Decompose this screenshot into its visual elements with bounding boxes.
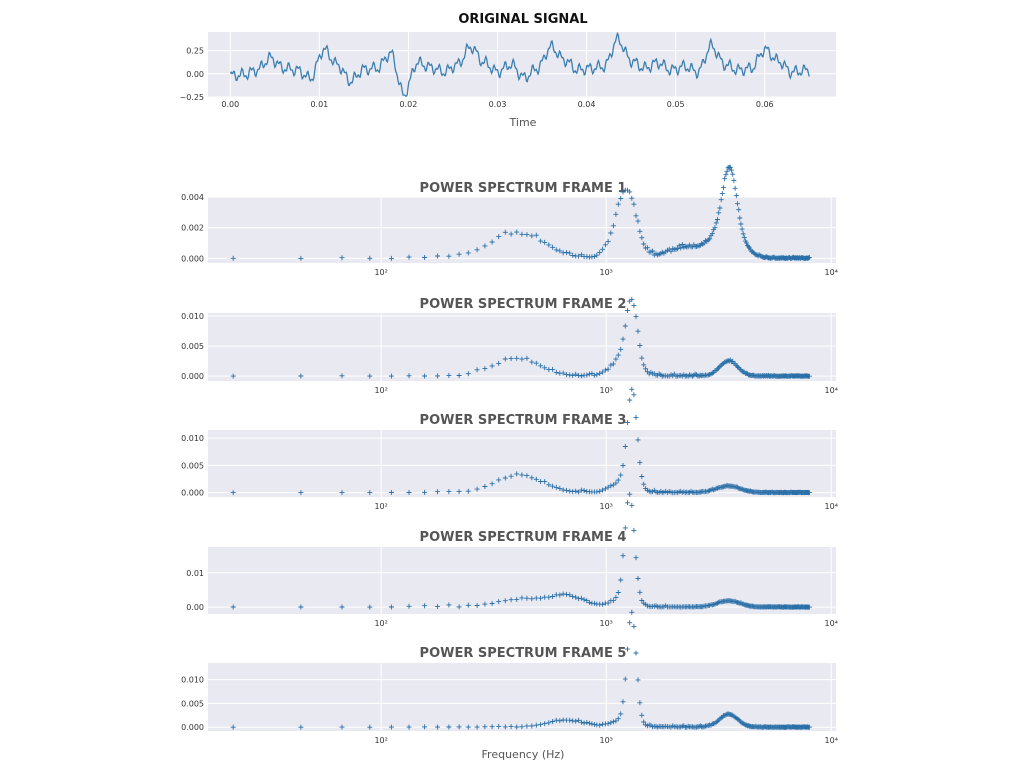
spectrum-5-ytick-label: 0.000 [181, 723, 204, 732]
signal-panel-background [208, 32, 836, 97]
signal-ytick-label: 0.00 [186, 70, 204, 79]
frequency-xlabel: Frequency (Hz) [482, 748, 565, 761]
spectrum-1-title: POWER SPECTRUM FRAME 1 [420, 181, 627, 196]
signal-xtick-label: 0.06 [756, 100, 774, 109]
spectrum-2-panel: 10² 10³ 10⁴ 0.000 0.005 0.010 [181, 296, 838, 395]
spectrum-3-panel: 10² 10³ 10⁴ 0.000 0.005 0.010 [181, 386, 838, 511]
spectrum-5-xtick-label: 10³ [600, 736, 613, 745]
spectrum-1-ytick-label: 0.004 [181, 193, 204, 202]
spectrum-2-markers [230, 296, 812, 379]
signal-xtick-label: 0.03 [489, 100, 507, 109]
signal-xlabel: Time [509, 116, 537, 129]
spectrum-3-xtick-label: 10³ [600, 502, 613, 511]
spectrum-5-ytick-label: 0.010 [181, 676, 204, 685]
spectrum-2-ytick-label: 0.000 [181, 372, 204, 381]
spectrum-2-ytick-label: 0.005 [181, 342, 204, 351]
spectrum-2-panel-background [208, 313, 836, 381]
spectrum-4-ytick-label: 0.00 [186, 603, 204, 612]
spectrum-4-xtick-label: 10³ [600, 619, 613, 628]
signal-ytick-label: −0.25 [179, 93, 204, 102]
spectrum-5-xtick-label: 10² [374, 736, 387, 745]
spectrum-2-xtick-label: 10³ [600, 386, 613, 395]
spectrum-2-xtick-label: 10⁴ [825, 386, 838, 395]
spectrum-5-title: POWER SPECTRUM FRAME 5 [420, 646, 627, 661]
spectrum-1-markers [230, 164, 812, 261]
spectrum-4-markers [230, 491, 812, 610]
spectrum-1-xtick-label: 10³ [600, 268, 613, 277]
spectrum-4-xtick-label: 10⁴ [825, 619, 838, 628]
spectrum-5-ytick-label: 0.005 [181, 699, 204, 708]
spectrum-3-xtick-label: 10⁴ [825, 502, 838, 511]
spectrum-4-ytick-label: 0.01 [186, 569, 204, 578]
spectrum-5-panel: 10² 10³ 10⁴ 0.000 0.005 0.010 [181, 609, 838, 745]
signal-line [229, 31, 810, 97]
spectrum-3-markers [230, 386, 812, 496]
spectrum-2-xtick-label: 10² [374, 386, 387, 395]
spectrum-1-panel: 10² 10³ 10⁴ 0.000 0.002 0.004 [181, 164, 838, 277]
signal-xtick-label: 0.02 [400, 100, 418, 109]
spectrum-4-xtick-label: 10² [374, 619, 387, 628]
signal-xtick-label: 0.01 [310, 100, 328, 109]
signal-xtick-label: 0.05 [667, 100, 685, 109]
spectrum-1-ytick-label: 0.002 [181, 224, 204, 233]
spectrum-1-panel-background [208, 197, 836, 263]
spectrum-2-title: POWER SPECTRUM FRAME 2 [420, 297, 627, 312]
spectrum-5-panel-background [208, 663, 836, 731]
spectrum-3-ytick-label: 0.005 [181, 461, 204, 470]
signal-panel: 0.00 0.01 0.02 0.03 0.04 0.05 0.06 −0.25 0.00 0.2… [179, 31, 836, 109]
signal-xtick-label: 0.04 [578, 100, 596, 109]
spectrum-3-title: POWER SPECTRUM FRAME 3 [420, 413, 627, 428]
spectrum-3-ytick-label: 0.010 [181, 434, 204, 443]
spectrum-1-xtick-label: 10⁴ [825, 268, 838, 277]
spectrum-4-panel: 10² 10³ 10⁴ 0.00 0.01 [186, 491, 838, 628]
spectrum-2-ytick-label: 0.010 [181, 312, 204, 321]
spectrum-4-title: POWER SPECTRUM FRAME 4 [420, 530, 627, 545]
spectrum-3-ytick-label: 0.000 [181, 489, 204, 498]
signal-xtick-label: 0.00 [221, 100, 239, 109]
signal-ytick-label: 0.25 [186, 47, 204, 56]
spectrum-3-xtick-label: 10² [374, 502, 387, 511]
spectrum-5-markers [230, 609, 812, 730]
spectrum-1-ytick-label: 0.000 [181, 254, 204, 263]
signal-title: ORIGINAL SIGNAL [458, 12, 587, 27]
spectrum-1-xtick-label: 10² [374, 268, 387, 277]
spectrum-5-xtick-label: 10⁴ [825, 736, 838, 745]
